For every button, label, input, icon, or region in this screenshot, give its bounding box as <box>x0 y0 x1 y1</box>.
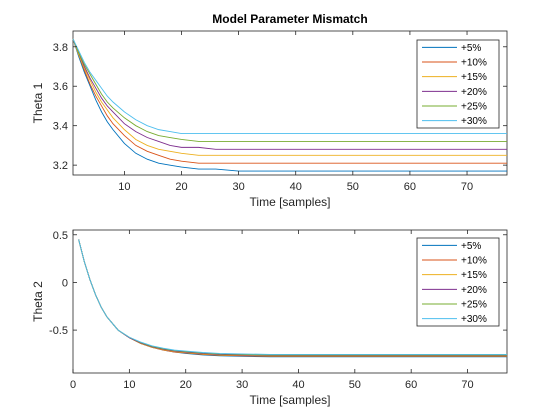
y-axis-label: Theta 2 <box>31 281 45 322</box>
legend: +5% +10% +15% +20% +25% +30% <box>416 237 500 327</box>
x-tick-label: 30 <box>232 181 244 193</box>
legend-label-6: +30% <box>461 314 487 325</box>
series-group <box>78 239 507 358</box>
chart-title: Model Parameter Mismatch <box>212 12 367 26</box>
subplot-theta-1: 10 20 30 40 50 60 70 3.2 3.4 3.6 3.8 Time [samples]… <box>31 12 508 209</box>
legend-label-6: +30% <box>461 116 487 127</box>
x-tick-label: 40 <box>290 181 302 193</box>
x-tick-label: 60 <box>405 379 417 391</box>
series-line-1 <box>72 38 507 172</box>
legend-label-4: +20% <box>461 87 487 98</box>
series-line-2 <box>72 38 507 164</box>
legend: +5% +10% +15% +20% +25% +30% <box>416 39 500 129</box>
y-tick-label: 0.5 <box>53 230 68 242</box>
x-tick-label: 20 <box>180 379 192 391</box>
series-line-5 <box>72 38 507 142</box>
x-axis-label: Time [samples] <box>250 195 331 209</box>
legend-label-2: +10% <box>461 256 487 267</box>
series-line-3 <box>72 38 507 156</box>
y-tick-label: 3.2 <box>53 160 68 172</box>
legend-box <box>416 237 500 327</box>
legend-label-4: +20% <box>461 285 487 296</box>
x-tick-label: 0 <box>70 379 76 391</box>
legend-label-1: +5% <box>461 241 481 252</box>
x-tick-label: 50 <box>349 379 361 391</box>
x-tick-label: 60 <box>404 181 416 193</box>
subplot-theta-2: 0 10 20 30 40 50 60 70 -0.5 0 0.5 Time [samples] The… <box>31 229 508 407</box>
y-axis-label: Theta 1 <box>31 82 45 123</box>
x-tick-label: 20 <box>175 181 187 193</box>
series-group <box>72 38 507 172</box>
series-line-6 <box>78 239 507 355</box>
legend-label-5: +25% <box>461 102 487 113</box>
y-tick-label: 3.6 <box>53 81 68 93</box>
series-line-4 <box>72 38 507 150</box>
y-tick-label: 0 <box>62 277 68 289</box>
x-tick-label: 30 <box>236 379 248 391</box>
series-line-6 <box>72 38 507 135</box>
legend-label-1: +5% <box>461 43 481 54</box>
legend-label-2: +10% <box>461 58 487 69</box>
x-tick-label: 40 <box>292 379 304 391</box>
x-tick-label: 70 <box>461 379 473 391</box>
legend-label-3: +15% <box>461 270 487 281</box>
x-tick-label: 10 <box>118 181 130 193</box>
legend-box <box>416 39 500 129</box>
legend-label-3: +15% <box>461 72 487 83</box>
y-tick-label: 3.8 <box>53 42 68 54</box>
x-tick-label: 10 <box>123 379 135 391</box>
y-tick-label: -0.5 <box>49 325 68 337</box>
legend-label-5: +25% <box>461 300 487 311</box>
y-tick-label: 3.4 <box>53 121 68 133</box>
x-tick-label: 50 <box>347 181 359 193</box>
x-tick-label: 70 <box>461 181 473 193</box>
x-axis-label: Time [samples] <box>250 393 331 407</box>
